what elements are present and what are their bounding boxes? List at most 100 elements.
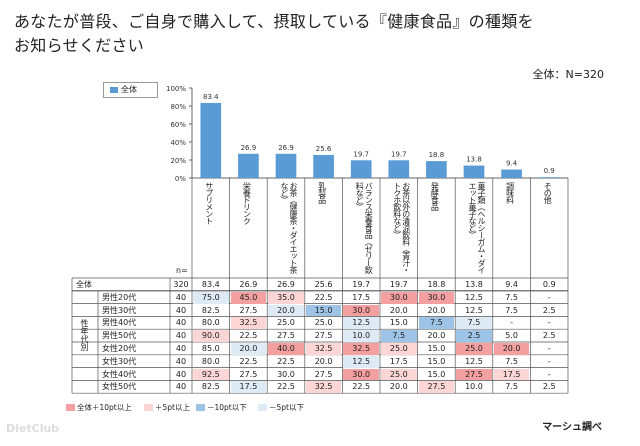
table-cell: 80.0: [201, 318, 220, 328]
bar: [200, 102, 222, 178]
table-cell: 27.5: [456, 368, 492, 381]
data-label: 13.8: [466, 156, 482, 164]
table-cell: 15.0: [427, 344, 446, 353]
table-cell: 25.0: [381, 343, 417, 355]
n-cell: 40: [175, 331, 187, 341]
legend-swatch: [110, 87, 118, 93]
table-cell: 30.0: [381, 291, 417, 304]
data-label: 83.4: [203, 93, 219, 101]
bar: [501, 169, 522, 178]
n-cell: 40: [175, 382, 187, 392]
row-label: 女性30代: [102, 356, 137, 366]
table-cell: 20.0: [427, 305, 446, 315]
row-label: 女性20代: [102, 344, 137, 353]
n-cell: 40: [175, 292, 187, 302]
highlight-legend-swatch: [196, 404, 205, 411]
table-cell: 20.0: [389, 382, 408, 392]
table-cell: 2.5: [542, 331, 556, 341]
highlight-legend-label: －10pt以下: [207, 403, 247, 412]
column-header: 栄養ドリンク: [242, 182, 252, 224]
column-header: お茶以外の清涼飲料（青汁・トクホ飲料など）: [392, 182, 411, 273]
table-cell: 32.5: [305, 343, 342, 355]
table-cell: 5.0: [505, 331, 518, 341]
bar: [388, 160, 410, 178]
title-line-1: あなたが普段、ご自身で購入して、摂取している『健康食品』の種類を: [14, 12, 534, 31]
row-label: 男性40代: [102, 318, 137, 328]
table-cell: 15.0: [389, 318, 408, 328]
table-cell: 22.5: [277, 382, 295, 392]
column-header: サプリメント: [204, 182, 214, 224]
table-cell: 25.6: [314, 280, 333, 289]
row-label: 男性50代: [102, 331, 137, 341]
table-cell: 30.0: [343, 304, 379, 317]
column-header: 菓子類（ヘルシーガム・ダイエット菓子など）: [468, 182, 486, 273]
data-label: 19.7: [391, 150, 407, 158]
row-label: 男性30代: [102, 305, 137, 315]
table-cell: 25.0: [277, 318, 295, 328]
table-cell: 18.8: [427, 280, 446, 289]
table-cell: 20.0: [427, 331, 446, 341]
table-cell: 7.5: [381, 330, 417, 342]
data-label: 25.6: [316, 145, 332, 153]
table-cell: -: [547, 318, 551, 328]
n-cell: 40: [175, 369, 187, 379]
table-cell: 22.5: [239, 356, 258, 366]
segment-side-label: 性年代別: [80, 318, 89, 351]
table-cell: -: [547, 292, 551, 302]
table-cell: 26.9: [239, 280, 258, 289]
legend-label: 全体: [121, 85, 137, 94]
n-cell: 40: [175, 318, 187, 328]
table-cell: 25.0: [381, 368, 417, 381]
bar: [463, 165, 485, 178]
bar: [275, 153, 297, 178]
table-cell: 15.0: [305, 304, 342, 317]
table-cell: 19.7: [352, 280, 371, 289]
table-cell: 19.7: [389, 280, 408, 289]
column-header: お茶（健康茶・ダイエット茶など）: [280, 182, 298, 273]
table-cell: 20.0: [268, 304, 304, 317]
table-cell: 32.5: [230, 317, 267, 330]
n-cell: 40: [175, 344, 187, 353]
table-cell: 27.5: [277, 331, 295, 341]
bar: [350, 160, 372, 178]
column-header: バランス栄養食品（ゼリー飲料など）: [355, 182, 374, 273]
table-cell: 40.0: [268, 343, 304, 355]
table-cell: 10.0: [465, 382, 483, 392]
table-cell: 92.5: [193, 368, 229, 381]
table-cell: 7.5: [456, 317, 492, 330]
highlight-legend-label: 全体＋10pt以上: [77, 403, 132, 412]
n-cell: 40: [175, 356, 187, 366]
highlight-legend-item: －5pt以下: [258, 402, 304, 413]
table-cell: -: [547, 344, 551, 353]
table-cell: 75.0: [193, 291, 229, 304]
table-cell: 26.9: [277, 280, 295, 289]
y-tick-label: 60%: [170, 121, 186, 129]
y-tick-label: 40%: [170, 139, 186, 147]
table-cell: 27.5: [314, 331, 333, 341]
y-tick-label: 80%: [170, 103, 186, 111]
table-cell: 27.5: [314, 369, 333, 379]
table-cell: 17.5: [493, 368, 530, 381]
column-header: 乳製品: [317, 182, 327, 203]
table-cell: -: [547, 369, 551, 379]
table-cell: 7.5: [505, 382, 518, 392]
data-label: 26.9: [241, 144, 257, 152]
table-cell: 20.0: [389, 305, 408, 315]
n-header: n=: [176, 266, 188, 275]
table-cell: 90.0: [193, 330, 229, 342]
table-cell: 80.0: [201, 356, 220, 366]
table-cell: 12.5: [465, 305, 483, 315]
table-cell: 27.5: [239, 305, 258, 315]
table-cell: 12.5: [465, 356, 483, 366]
row-label: 女性50代: [102, 382, 137, 392]
table-cell: 7.5: [418, 317, 455, 330]
table-cell: 22.5: [277, 356, 295, 366]
watermark: DietClub: [6, 422, 60, 435]
table-cell: 20.0: [230, 343, 267, 355]
highlight-legend-item: ＋5pt以上: [144, 402, 190, 413]
table-cell: 30.0: [418, 291, 455, 304]
table-cell: 17.5: [352, 292, 371, 302]
table-cell: 7.5: [505, 356, 518, 366]
table-cell: 7.5: [505, 305, 518, 315]
highlight-legend-swatch: [144, 404, 153, 411]
